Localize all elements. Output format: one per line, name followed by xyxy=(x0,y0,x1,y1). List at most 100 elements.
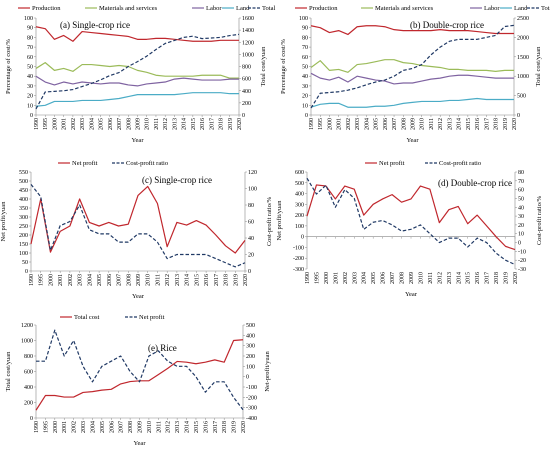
x-tick-label: 2010 xyxy=(145,118,151,130)
y2-axis-title: Total cost/yuan xyxy=(260,46,267,87)
x-tick-label: 2019 xyxy=(228,118,234,130)
y2-tick-label: 1000 xyxy=(517,74,529,80)
y-tick-label: 250 xyxy=(19,224,28,230)
y2-tick-label: 100 xyxy=(248,187,257,193)
x-tick-label: 2006 xyxy=(108,118,114,130)
x-tick-label: 2002 xyxy=(346,118,352,130)
y2-tick-label: 0 xyxy=(517,113,520,119)
y-tick-label: 50 xyxy=(22,260,28,266)
y-axis-title: Net profit/yuan xyxy=(276,200,283,241)
series-line-production xyxy=(35,26,239,42)
y-tick-label: 10 xyxy=(302,103,308,109)
series-line-materials-and-services xyxy=(310,59,514,73)
y-tick-label: -100 xyxy=(293,245,304,251)
series-line-cost-profit-ratio xyxy=(30,184,246,268)
y-tick-label: 80 xyxy=(302,35,308,41)
x-tick-label: 2016 xyxy=(200,118,206,130)
x-tick-label: 2017 xyxy=(214,274,220,286)
y2-tick-label: 2000 xyxy=(517,35,529,41)
series-line-cost-profit-ratio xyxy=(306,177,516,266)
x-tick-label: 2017 xyxy=(484,118,490,130)
x-tick-label: 2011 xyxy=(156,421,162,433)
y-tick-label: 200 xyxy=(24,401,33,407)
legend-label: Cost-profit ratio xyxy=(439,160,481,167)
x-tick-label: 2013 xyxy=(175,421,181,433)
y2-axis-title: Cost-profit ratio/% xyxy=(266,196,273,246)
x-tick-label: 2007 xyxy=(392,118,398,130)
y-tick-label: 90 xyxy=(302,26,308,32)
y2-tick-label: 20 xyxy=(248,253,254,259)
y2-tick-label: -400 xyxy=(246,416,257,422)
legend-label: Total cost xyxy=(74,314,100,321)
x-tick-label: 2005 xyxy=(371,272,377,284)
x-tick-label: 2010 xyxy=(418,272,424,284)
series-line-production xyxy=(310,25,514,36)
y-tick-label: 200 xyxy=(19,233,28,239)
y2-axis-title: Cost-profit ratio/% xyxy=(536,195,543,245)
y-tick-label: 400 xyxy=(295,192,304,198)
x-tick-label: 2003 xyxy=(352,272,358,284)
legend-label: Labor xyxy=(484,5,500,12)
y-tick-label: 40 xyxy=(302,74,308,80)
y2-tick-label: 2500 xyxy=(517,16,529,22)
y-tick-label: 600 xyxy=(24,370,33,376)
x-tick-label: 2013 xyxy=(172,118,178,130)
y2-tick-label: 0 xyxy=(248,269,251,275)
y-tick-label: 300 xyxy=(295,202,304,208)
x-tick-label: 2008 xyxy=(400,272,406,284)
series-line-land xyxy=(35,92,239,107)
x-tick-label: 2017 xyxy=(213,421,219,433)
x-tick-label: 2011 xyxy=(154,118,160,130)
x-axis-title: Year xyxy=(407,137,420,144)
y2-tick-label: 300 xyxy=(246,344,255,350)
x-tick-label: 2014 xyxy=(185,421,191,433)
x-tick-label: 2010 xyxy=(146,274,152,286)
x-tick-label: 2019 xyxy=(504,272,510,284)
x-tick-label: 2015 xyxy=(194,274,200,286)
x-tick-label: 2020 xyxy=(241,421,247,433)
y2-tick-label: 1600 xyxy=(242,16,254,22)
x-tick-label: 2001 xyxy=(62,118,68,130)
x-tick-label: 2018 xyxy=(222,421,228,433)
legend-label: Labor xyxy=(206,5,222,12)
x-tick-label: 2004 xyxy=(89,118,95,130)
chart-panel-c: 0 50 100 150 200 250 300 350 400 450 500 550 0 20 40 60… xyxy=(0,160,273,300)
x-tick-label: 2007 xyxy=(119,421,125,433)
x-tick-label: 2012 xyxy=(165,274,171,286)
x-tick-label: 1995 xyxy=(39,274,45,286)
y-tick-label: -200 xyxy=(293,256,304,262)
x-tick-label: 2000 xyxy=(327,118,333,130)
x-tick-label: 1990 xyxy=(34,118,40,130)
x-tick-label: 2009 xyxy=(136,118,142,130)
y-tick-label: 300 xyxy=(19,215,28,221)
x-tick-label: 2000 xyxy=(52,118,58,130)
y-tick-label: 600 xyxy=(295,170,304,176)
x-tick-label: 2018 xyxy=(494,118,500,130)
x-tick-label: 2004 xyxy=(362,272,368,284)
y2-tick-label: 200 xyxy=(246,354,255,360)
x-tick-label: 2003 xyxy=(355,118,361,130)
x-tick-label: 2015 xyxy=(466,272,472,284)
x-axis-title: Year xyxy=(132,137,145,144)
y2-tick-label: 800 xyxy=(242,65,251,71)
y-tick-label: 50 xyxy=(302,65,308,71)
x-tick-label: 2006 xyxy=(381,272,387,284)
x-tick-label: 2000 xyxy=(53,421,59,433)
chart-title: (a) Single-crop rice xyxy=(60,20,130,30)
x-tick-label: 2014 xyxy=(456,272,462,284)
y-tick-label: 90 xyxy=(27,26,33,32)
y-tick-label: 70 xyxy=(27,45,33,51)
y-axis-title: Total cost/yuan xyxy=(5,351,12,392)
x-tick-label: 2002 xyxy=(72,421,78,433)
y-tick-label: 80 xyxy=(27,35,33,41)
y2-tick-label: 200 xyxy=(242,101,251,107)
y-tick-label: 30 xyxy=(302,84,308,90)
y-tick-label: 150 xyxy=(19,242,28,248)
y2-tick-label: 1400 xyxy=(242,28,254,34)
series-line-materials-and-services xyxy=(35,62,239,79)
x-tick-label: 2013 xyxy=(175,274,181,286)
y2-tick-label: 60 xyxy=(518,188,524,194)
y2-tick-label: 80 xyxy=(518,170,524,176)
y-tick-label: 800 xyxy=(24,354,33,360)
y2-tick-label: 400 xyxy=(242,89,251,95)
